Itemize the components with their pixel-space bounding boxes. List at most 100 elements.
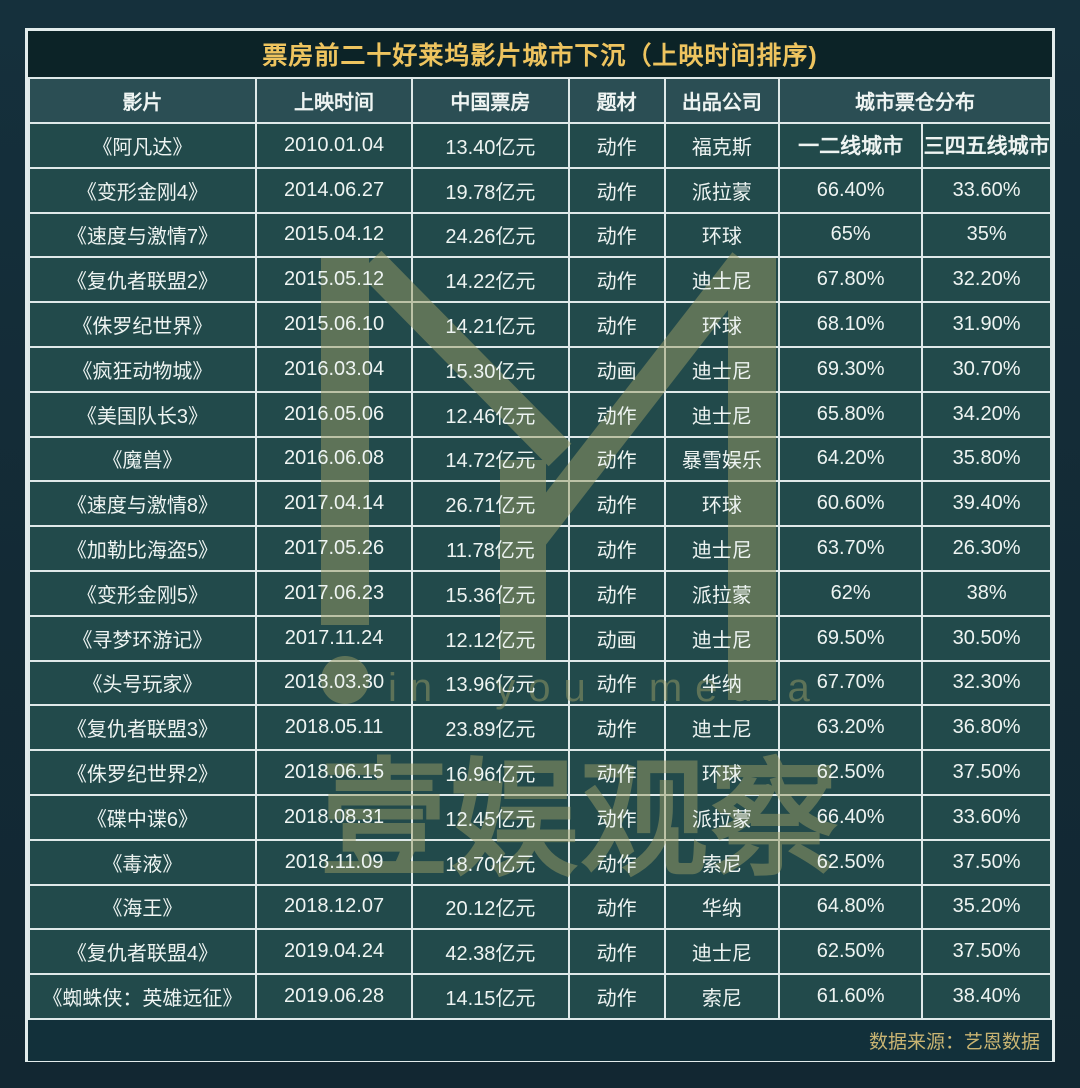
table-cell: 《毒液》 (28, 838, 257, 886)
table-cell: 《魔兽》 (28, 435, 257, 483)
column-header-release-date: 上映时间 (254, 77, 414, 124)
table-cell: 动作 (567, 122, 666, 169)
table-cell: 《复仇者联盟2》 (28, 256, 257, 304)
table-body: 《阿凡达》 2010.01.04 13.40亿元 动作 福克斯 一二线城市 三四五线城市 《变… (28, 122, 1052, 1020)
data-source-label: 数据来源：艺恩数据 (868, 1031, 1040, 1053)
table-cell: 65.80% (778, 390, 924, 438)
table-cell: 动作 (567, 973, 666, 1020)
footer-bar: 数据来源：艺恩数据 (28, 1019, 1052, 1061)
table-cell: 34.20% (921, 390, 1052, 438)
column-header-city-distribution: 城市票仓分布 (778, 77, 1052, 124)
table-row: 《速度与激情7》 2015.04.12 24.26亿元 动作 环球 65% 35% (28, 211, 1052, 259)
table-cell: 《加勒比海盗5》 (28, 525, 257, 572)
table-cell: 67.80% (778, 256, 924, 304)
table-cell: 《复仇者联盟3》 (28, 704, 257, 752)
table-row: 《复仇者联盟4》 2019.04.24 42.38亿元 动作 迪士尼 62.50% 37.5… (28, 928, 1052, 976)
table-title-bar: 票房前二十好莱坞影片城市下沉（上映时间排序) (28, 31, 1052, 77)
table-cell: 2018.06.15 (254, 749, 414, 796)
table-cell: 39.40% (921, 480, 1052, 528)
table-row: 《复仇者联盟3》 2018.05.11 23.89亿元 动作 迪士尼 63.20% 36.8… (28, 704, 1052, 752)
table-cell: 2018.05.11 (254, 704, 414, 752)
table-cell: 62.50% (778, 928, 924, 976)
table-cell: 动作 (567, 704, 666, 752)
table-cell: 33.60% (921, 166, 1052, 214)
table-cell: 66.40% (778, 793, 924, 841)
table-cell: 26.30% (921, 525, 1052, 572)
table-row: 《毒液》 2018.11.09 18.70亿元 动作 索尼 62.50% 37.50% (28, 838, 1052, 886)
table-cell: 动作 (567, 166, 666, 214)
table-row: 《疯狂动物城》 2016.03.04 15.30亿元 动画 迪士尼 69.30% 30.70… (28, 345, 1052, 393)
table-cell: 32.20% (921, 256, 1052, 304)
table-cell: 动作 (567, 211, 666, 259)
table-cell: 37.50% (921, 928, 1052, 976)
table-cell: 福克斯 (663, 122, 781, 169)
table-cell: 67.70% (778, 659, 924, 707)
table-cell: 69.50% (778, 614, 924, 662)
table-cell: 30.70% (921, 345, 1052, 393)
table-cell: 20.12亿元 (411, 883, 570, 931)
table-cell: 派拉蒙 (663, 166, 781, 214)
table-cell: 12.12亿元 (411, 614, 570, 662)
table-cell: 索尼 (663, 973, 781, 1020)
table-cell: 15.30亿元 (411, 345, 570, 393)
table-cell: 64.20% (778, 435, 924, 483)
table-cell: 动作 (567, 256, 666, 304)
table-cell: 66.40% (778, 166, 924, 214)
table-cell: 派拉蒙 (663, 793, 781, 841)
page-title: 票房前二十好莱坞影片城市下沉（上映时间排序) (262, 42, 818, 70)
table-cell: 35.20% (921, 883, 1052, 931)
box-office-table-frame: 票房前二十好莱坞影片城市下沉（上映时间排序) 影片 上映时间 中国票房 题材 出… (25, 28, 1055, 1062)
table-cell: 13.40亿元 (411, 122, 570, 169)
table-cell: 2019.06.28 (254, 973, 414, 1020)
table-cell: 64.80% (778, 883, 924, 931)
table-cell: 26.71亿元 (411, 480, 570, 528)
table-cell: 14.72亿元 (411, 435, 570, 483)
table-cell: 迪士尼 (663, 525, 781, 572)
table-cell: 2018.12.07 (254, 883, 414, 931)
table-row: 《阿凡达》 2010.01.04 13.40亿元 动作 福克斯 一二线城市 三四五线城市 (28, 122, 1052, 169)
table-cell: 69.30% (778, 345, 924, 393)
table-row: 《速度与激情8》 2017.04.14 26.71亿元 动作 环球 60.60% 39.40… (28, 480, 1052, 528)
table-cell: 《寻梦环游记》 (28, 614, 257, 662)
table-cell: 2019.04.24 (254, 928, 414, 976)
table-cell: 32.30% (921, 659, 1052, 707)
table-row: 《变形金刚4》 2014.06.27 19.78亿元 动作 派拉蒙 66.40% 33.60… (28, 166, 1052, 214)
table-cell: 环球 (663, 480, 781, 528)
column-header-china-boxoffice: 中国票房 (411, 77, 570, 124)
table-cell: 14.21亿元 (411, 301, 570, 348)
table-cell: 动作 (567, 793, 666, 841)
table-cell: 《头号玩家》 (28, 659, 257, 707)
table-cell: 62.50% (778, 838, 924, 886)
table-cell: 11.78亿元 (411, 525, 570, 572)
table-cell: 2017.11.24 (254, 614, 414, 662)
table-cell: 《碟中谍6》 (28, 793, 257, 841)
table-cell: 2018.08.31 (254, 793, 414, 841)
table-cell: 环球 (663, 211, 781, 259)
table-cell: 《侏罗纪世界》 (28, 301, 257, 348)
table-cell: 《侏罗纪世界2》 (28, 749, 257, 796)
table-cell: 《变形金刚5》 (28, 569, 257, 617)
table-cell: 2017.04.14 (254, 480, 414, 528)
table-row: 《侏罗纪世界》 2015.06.10 14.21亿元 动作 环球 68.10% 31.90% (28, 301, 1052, 348)
table-cell: 暴雪娱乐 (663, 435, 781, 483)
table-cell: 迪士尼 (663, 614, 781, 662)
table-cell: 2015.06.10 (254, 301, 414, 348)
table-cell: 2010.01.04 (254, 122, 414, 169)
table-cell: 环球 (663, 749, 781, 796)
table-cell: 35.80% (921, 435, 1052, 483)
table-cell: 12.46亿元 (411, 390, 570, 438)
table-cell: 动作 (567, 928, 666, 976)
column-header-genre: 题材 (567, 77, 666, 124)
table-cell: 12.45亿元 (411, 793, 570, 841)
table-cell: 63.20% (778, 704, 924, 752)
header-row: 影片 上映时间 中国票房 题材 出品公司 城市票仓分布 (28, 77, 1052, 124)
column-header-film: 影片 (28, 77, 257, 124)
table-cell: 38% (921, 569, 1052, 617)
table-cell: 动作 (567, 659, 666, 707)
table-row: 《寻梦环游记》 2017.11.24 12.12亿元 动画 迪士尼 69.50% 30.50… (28, 614, 1052, 662)
table-cell: 《变形金刚4》 (28, 166, 257, 214)
table-cell: 迪士尼 (663, 928, 781, 976)
table-cell: 华纳 (663, 659, 781, 707)
table-row: 《蜘蛛侠：英雄远征》 2019.06.28 14.15亿元 动作 索尼 61.60% 38.… (28, 973, 1052, 1020)
